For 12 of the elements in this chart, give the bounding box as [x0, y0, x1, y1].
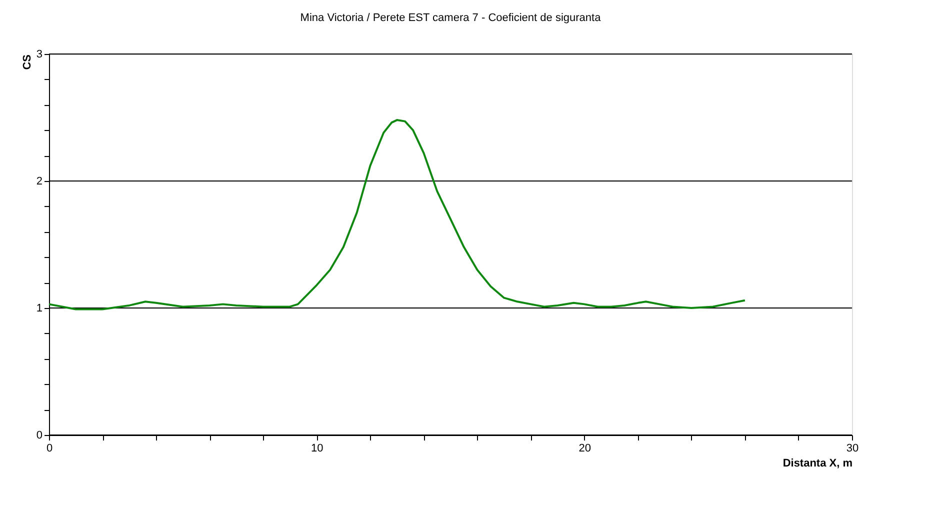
y-axis-title: CS: [21, 54, 34, 70]
y-tick-label: 3: [36, 48, 42, 60]
x-tick-label: 10: [311, 442, 324, 454]
x-axis-title: Distanta X, m: [782, 458, 853, 470]
x-tick-label: 0: [46, 442, 53, 454]
chart-title: Mina Victoria / Perete EST camera 7 - Coeficient de siguranta: [300, 12, 602, 24]
y-tick-label: 0: [36, 430, 42, 442]
x-tick-label: 30: [846, 442, 859, 454]
y-tick-label: 2: [36, 176, 42, 188]
y-tick-label: 1: [36, 302, 42, 314]
line-series: [48, 119, 746, 310]
x-tick-label: 20: [578, 442, 591, 454]
